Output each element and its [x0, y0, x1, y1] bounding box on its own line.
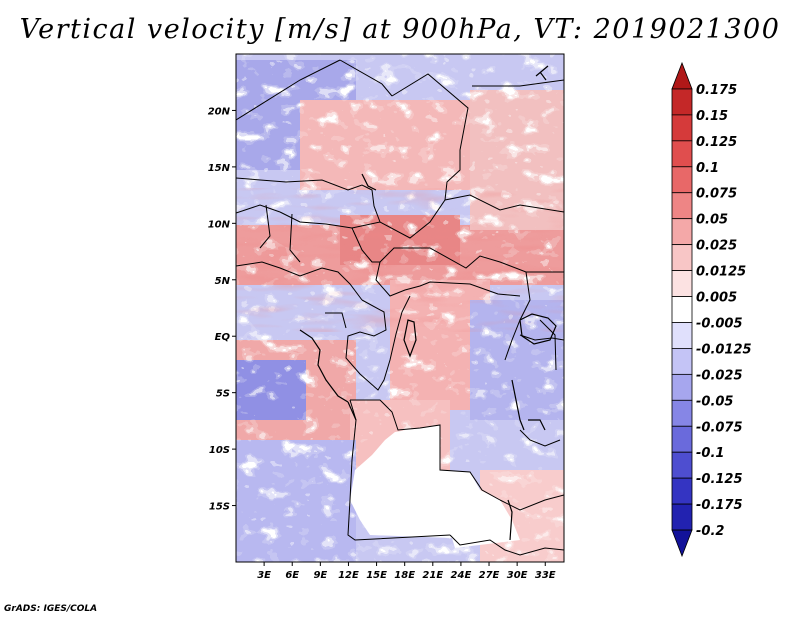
colorbar-bin	[671, 451, 693, 479]
map-frame	[235, 53, 565, 563]
lat-tick-label: 15S	[209, 502, 230, 513]
colorbar-label: -0.175	[696, 498, 743, 513]
colorbar-label: 0.125	[696, 135, 737, 150]
colorbar-bin	[671, 399, 693, 427]
colorbar-label: 0.025	[696, 239, 737, 254]
lat-tick-label: 5S	[216, 389, 230, 400]
masked-highland-region	[350, 425, 520, 548]
colorbar-bin	[671, 61, 693, 90]
lon-tick-label: 9E	[313, 570, 327, 581]
lon-tick-label: 33E	[535, 570, 556, 581]
political-boundaries	[236, 59, 564, 556]
lat-tick-label: 20N	[208, 106, 231, 117]
colorbar-bin	[671, 373, 693, 401]
colorbar-bin	[671, 296, 693, 323]
colorbar: 0.175 0.15 0.125 0.1 0.075 0.05 0.025 0.0125 0.0…	[671, 61, 752, 558]
colorbar-label: 0.0125	[696, 265, 746, 280]
colorbar-label: -0.125	[696, 472, 743, 487]
lon-tick-label: 24E	[451, 570, 472, 581]
colorbar-label: -0.05	[696, 394, 733, 409]
lon-tick-label: 18E	[394, 570, 415, 581]
lon-tick-label: 21E	[422, 570, 443, 581]
lakes-and-coasts	[299, 65, 557, 541]
colorbar-label: -0.025	[696, 368, 743, 383]
colorbar-label: -0.075	[696, 420, 743, 435]
colorbar-bin	[671, 244, 693, 271]
longitude-axis: 3E 6E 9E 12E 15E 18E 21E 24E 27E 30E 33E	[257, 562, 556, 581]
colorbar-label: 0.175	[696, 83, 737, 98]
colorbar-label: -0.005	[696, 316, 743, 331]
colorbar-bin	[671, 425, 693, 453]
colorbar-label: -0.0125	[696, 342, 752, 357]
lon-tick-label: 15E	[366, 570, 387, 581]
colorbar-bin	[671, 140, 693, 168]
colorbar-bin	[671, 88, 693, 116]
colorbar-bin	[671, 166, 693, 194]
lon-tick-label: 12E	[338, 570, 359, 581]
lat-tick-label: 10S	[209, 445, 230, 456]
map-plot-area	[236, 54, 564, 562]
lat-tick-label: 10N	[208, 219, 231, 230]
grads-credit: GrADS: IGES/COLA	[4, 604, 98, 614]
latitude-axis: 20N 15N 10N 5N EQ 5S 10S 15S	[208, 106, 236, 513]
colorbar-bin	[671, 529, 693, 558]
colorbar-label: -0.1	[696, 446, 724, 461]
colorbar-label: 0.15	[696, 109, 728, 124]
colorbar-label: 0.005	[696, 291, 737, 306]
lon-tick-label: 6E	[285, 570, 299, 581]
colorbar-bin	[671, 218, 693, 246]
colorbar-bin	[671, 477, 693, 505]
lon-tick-label: 27E	[479, 570, 500, 581]
colorbar-bin	[671, 503, 693, 531]
colorbar-bin	[671, 270, 693, 297]
colorbar-label: 0.1	[696, 161, 719, 176]
lon-tick-label: 30E	[507, 570, 528, 581]
colorbar-label: -0.2	[696, 524, 724, 539]
colorbar-label: 0.075	[696, 187, 737, 202]
lat-tick-label: 15N	[208, 163, 231, 174]
colorbar-bin	[671, 114, 693, 142]
lat-tick-label: EQ	[215, 332, 231, 343]
map-title: Vertical velocity [m/s] at 900hPa, VT: 2…	[19, 14, 781, 45]
colorbar-bin	[671, 348, 693, 375]
colorbar-bin	[671, 322, 693, 349]
lat-tick-label: 5N	[215, 276, 231, 287]
colorbar-bin	[671, 192, 693, 220]
lon-tick-label: 3E	[257, 570, 271, 581]
colorbar-label: 0.05	[696, 213, 728, 228]
red-streaks	[236, 200, 564, 320]
